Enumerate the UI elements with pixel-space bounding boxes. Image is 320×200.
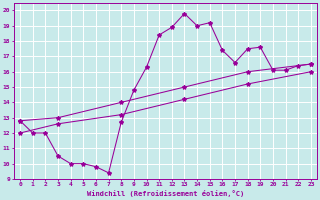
X-axis label: Windchill (Refroidissement éolien,°C): Windchill (Refroidissement éolien,°C) xyxy=(87,190,244,197)
